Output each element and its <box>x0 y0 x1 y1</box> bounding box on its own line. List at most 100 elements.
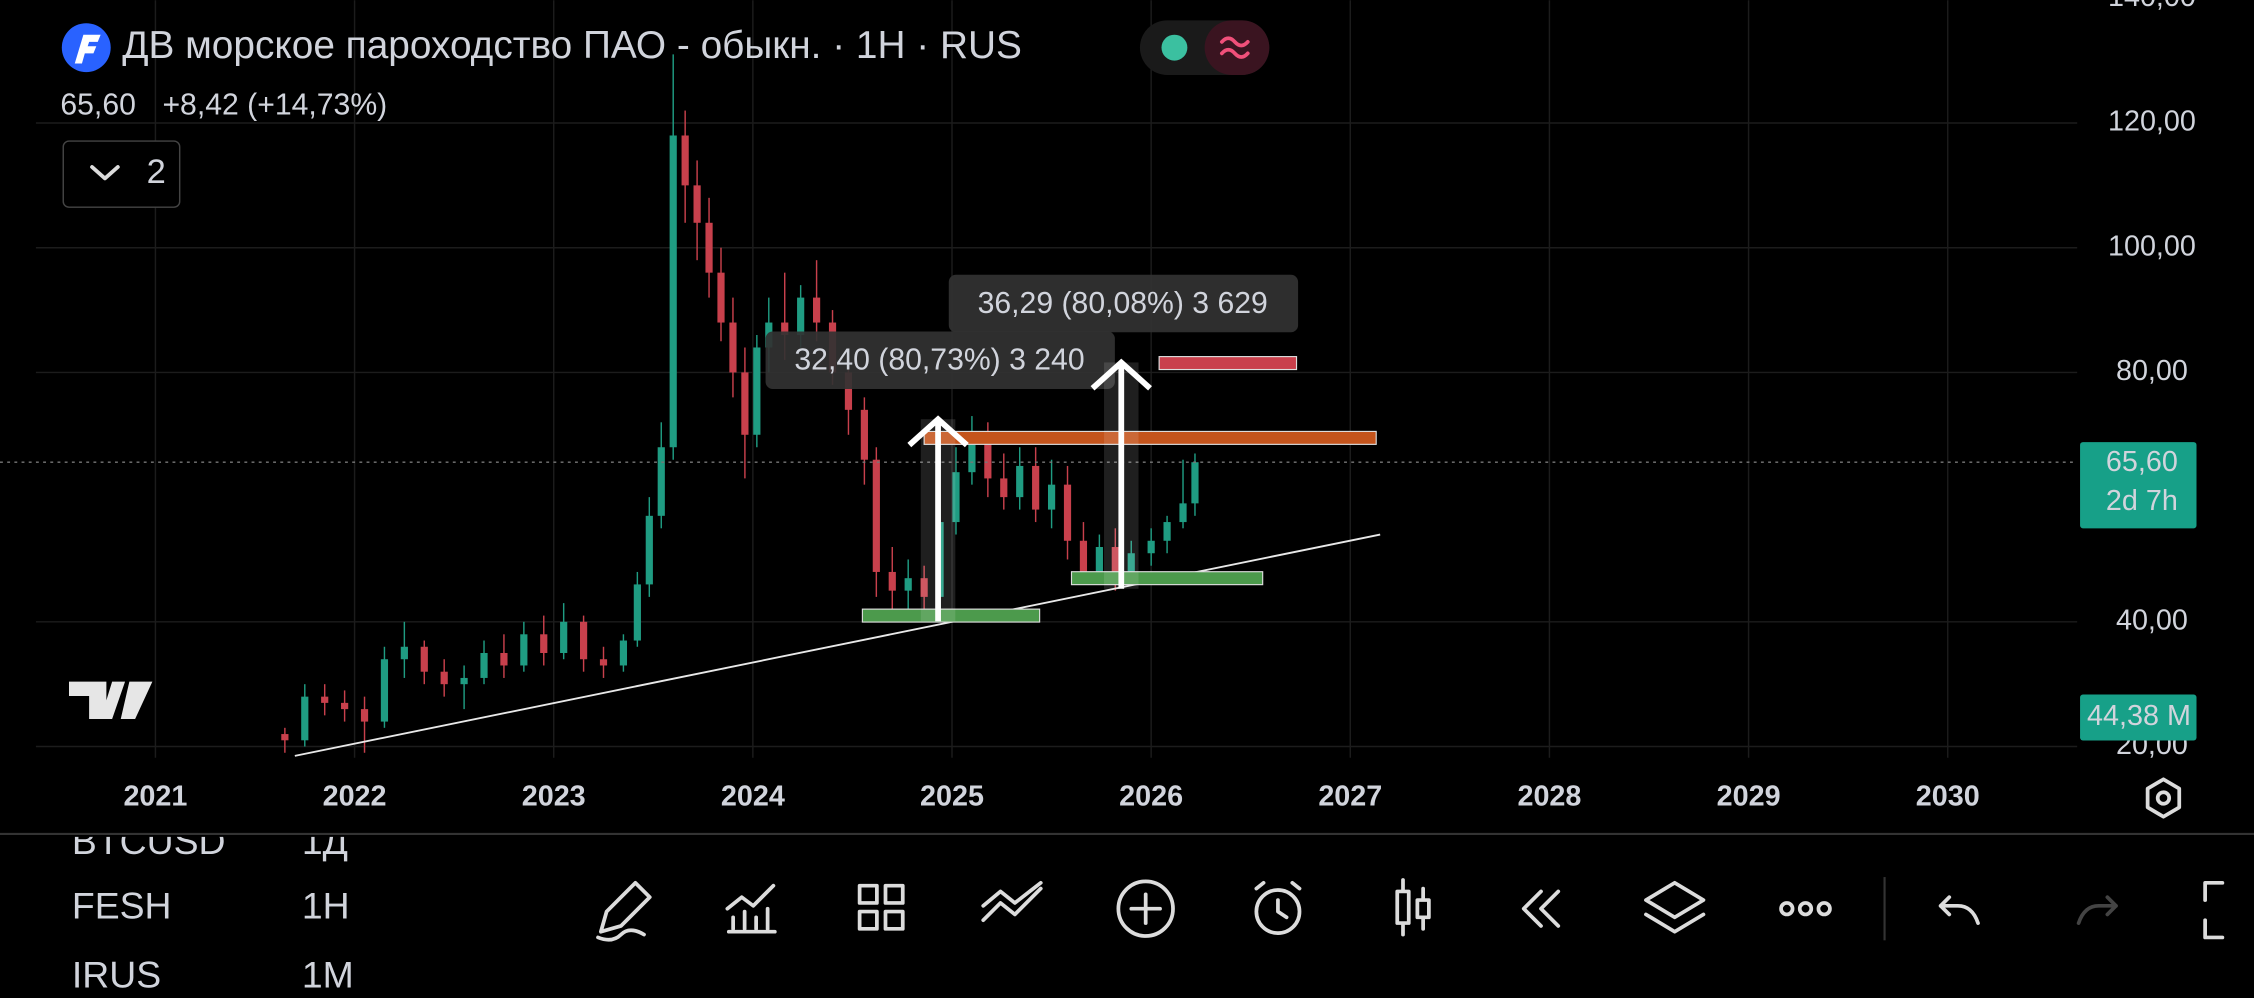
candle-body <box>729 322 737 373</box>
watch-symbol[interactable]: IRUS <box>72 954 161 996</box>
data-status-icon <box>1220 36 1250 59</box>
toolbar <box>596 877 2225 942</box>
price-zone <box>923 430 1377 445</box>
candle-body <box>968 434 976 473</box>
redo[interactable] <box>2076 895 2118 925</box>
watch-interval: 1Д <box>302 820 348 862</box>
axis-settings-dot <box>2155 790 2172 806</box>
candle-body <box>753 347 761 435</box>
last-price-label: 65,60 <box>2106 446 2178 478</box>
candle-body <box>872 459 880 572</box>
volume-label: 44,38 M <box>2087 700 2191 732</box>
add-tool-plus <box>1129 892 1162 925</box>
more-dot[interactable] <box>1779 901 1795 917</box>
last-price: 65,60 <box>60 89 136 122</box>
y-tick-label: 80,00 <box>2116 355 2188 387</box>
x-tick-label: 2028 <box>1517 781 1581 813</box>
y-tick-label: 140,00 <box>2108 0 2196 13</box>
watchlist: BTCUSD 1Д FESH 1H IRUS 1M <box>72 820 354 996</box>
x-tick-label: 2030 <box>1916 781 1980 813</box>
market-status <box>1161 34 1188 61</box>
candle-body <box>984 434 992 479</box>
candle-body <box>1063 484 1072 541</box>
price-change: +8,42 (+14,73%) <box>162 89 387 122</box>
candle-body <box>540 634 548 654</box>
candle-body <box>281 734 289 741</box>
y-tick-label: 40,00 <box>2116 604 2188 636</box>
chart-type-tool[interactable] <box>1395 878 1431 937</box>
candle-body <box>1111 547 1119 579</box>
candle-body <box>619 640 628 666</box>
price-zone <box>861 608 1041 623</box>
alert-tool[interactable] <box>1254 888 1302 935</box>
x-tick-label: 2024 <box>721 781 785 813</box>
more-dot[interactable] <box>1797 901 1814 917</box>
candle-body <box>380 659 389 722</box>
candle-body <box>599 659 608 666</box>
candle-body <box>460 677 468 685</box>
candle-body <box>681 135 689 186</box>
replay-tool[interactable] <box>1521 889 1561 928</box>
plot: 32,40 (80,73%) 3 240 36,29 (80,08%) 3 629 <box>0 54 2078 757</box>
measure-label-bg <box>765 331 1115 389</box>
candle-body <box>888 571 896 591</box>
tv-logo <box>69 681 153 719</box>
indicators-count: 2 <box>147 153 166 191</box>
candle-body <box>860 409 868 460</box>
candle-body <box>741 372 749 435</box>
y-tick-label: 100,00 <box>2108 230 2196 262</box>
watch-symbol[interactable]: FESH <box>72 885 172 927</box>
candle-body <box>797 297 805 336</box>
candle-body <box>633 584 641 641</box>
chevron <box>90 165 120 181</box>
fullscreen[interactable] <box>2203 880 2225 940</box>
axis-settings[interactable] <box>2145 777 2182 819</box>
candle-body <box>560 621 568 654</box>
alert-tool-hands <box>1254 880 1302 920</box>
candle-body <box>1191 462 1199 504</box>
candle-body <box>844 372 853 410</box>
candle-body <box>579 621 588 660</box>
candle-body <box>781 322 789 336</box>
measure-label: 36,29 (80,08%) 3 629 <box>978 287 1268 320</box>
draw-tool[interactable] <box>596 880 652 942</box>
candle-body <box>1047 484 1056 510</box>
candle-body <box>1079 540 1088 572</box>
layouts-tool[interactable] <box>857 883 905 931</box>
candle-body <box>717 272 725 323</box>
watch-interval: 1H <box>302 885 350 927</box>
candle-body <box>693 185 701 223</box>
logo-glyph <box>74 34 101 64</box>
symbol-title: ДВ морское пароходство ПАО - обыкн. · 1H… <box>122 24 1022 67</box>
candle-body <box>645 515 653 585</box>
candle-body <box>904 578 912 591</box>
candle-body <box>400 646 408 660</box>
price-zone <box>1070 571 1264 586</box>
compare-tool[interactable] <box>981 880 1043 923</box>
layers-tool[interactable] <box>1644 880 1706 934</box>
candle-body <box>952 472 960 523</box>
x-tick-label: 2029 <box>1717 781 1781 813</box>
measure-arrow <box>1090 358 1152 589</box>
watch-symbol[interactable]: BTCUSD <box>72 820 226 862</box>
candle-body <box>301 696 309 741</box>
candle-body <box>440 671 448 685</box>
indicators-toggle[interactable] <box>62 140 181 208</box>
candle-body <box>480 653 488 678</box>
candle-body <box>500 653 508 666</box>
y-tick-label: 120,00 <box>2108 106 2196 138</box>
candle-body <box>1032 465 1040 510</box>
undo[interactable] <box>1938 895 1980 925</box>
candle-body <box>1163 522 1171 541</box>
measure-label: 32,40 (80,73%) 3 240 <box>794 344 1084 377</box>
candle-body <box>360 709 369 722</box>
indicators-tool[interactable] <box>725 883 777 934</box>
more-dot[interactable] <box>1816 901 1832 917</box>
volume-badge <box>2080 694 2197 741</box>
candle-body <box>341 702 349 710</box>
candle-body <box>1147 540 1155 554</box>
candle-body <box>1016 465 1024 498</box>
add-tool[interactable] <box>1116 879 1175 938</box>
